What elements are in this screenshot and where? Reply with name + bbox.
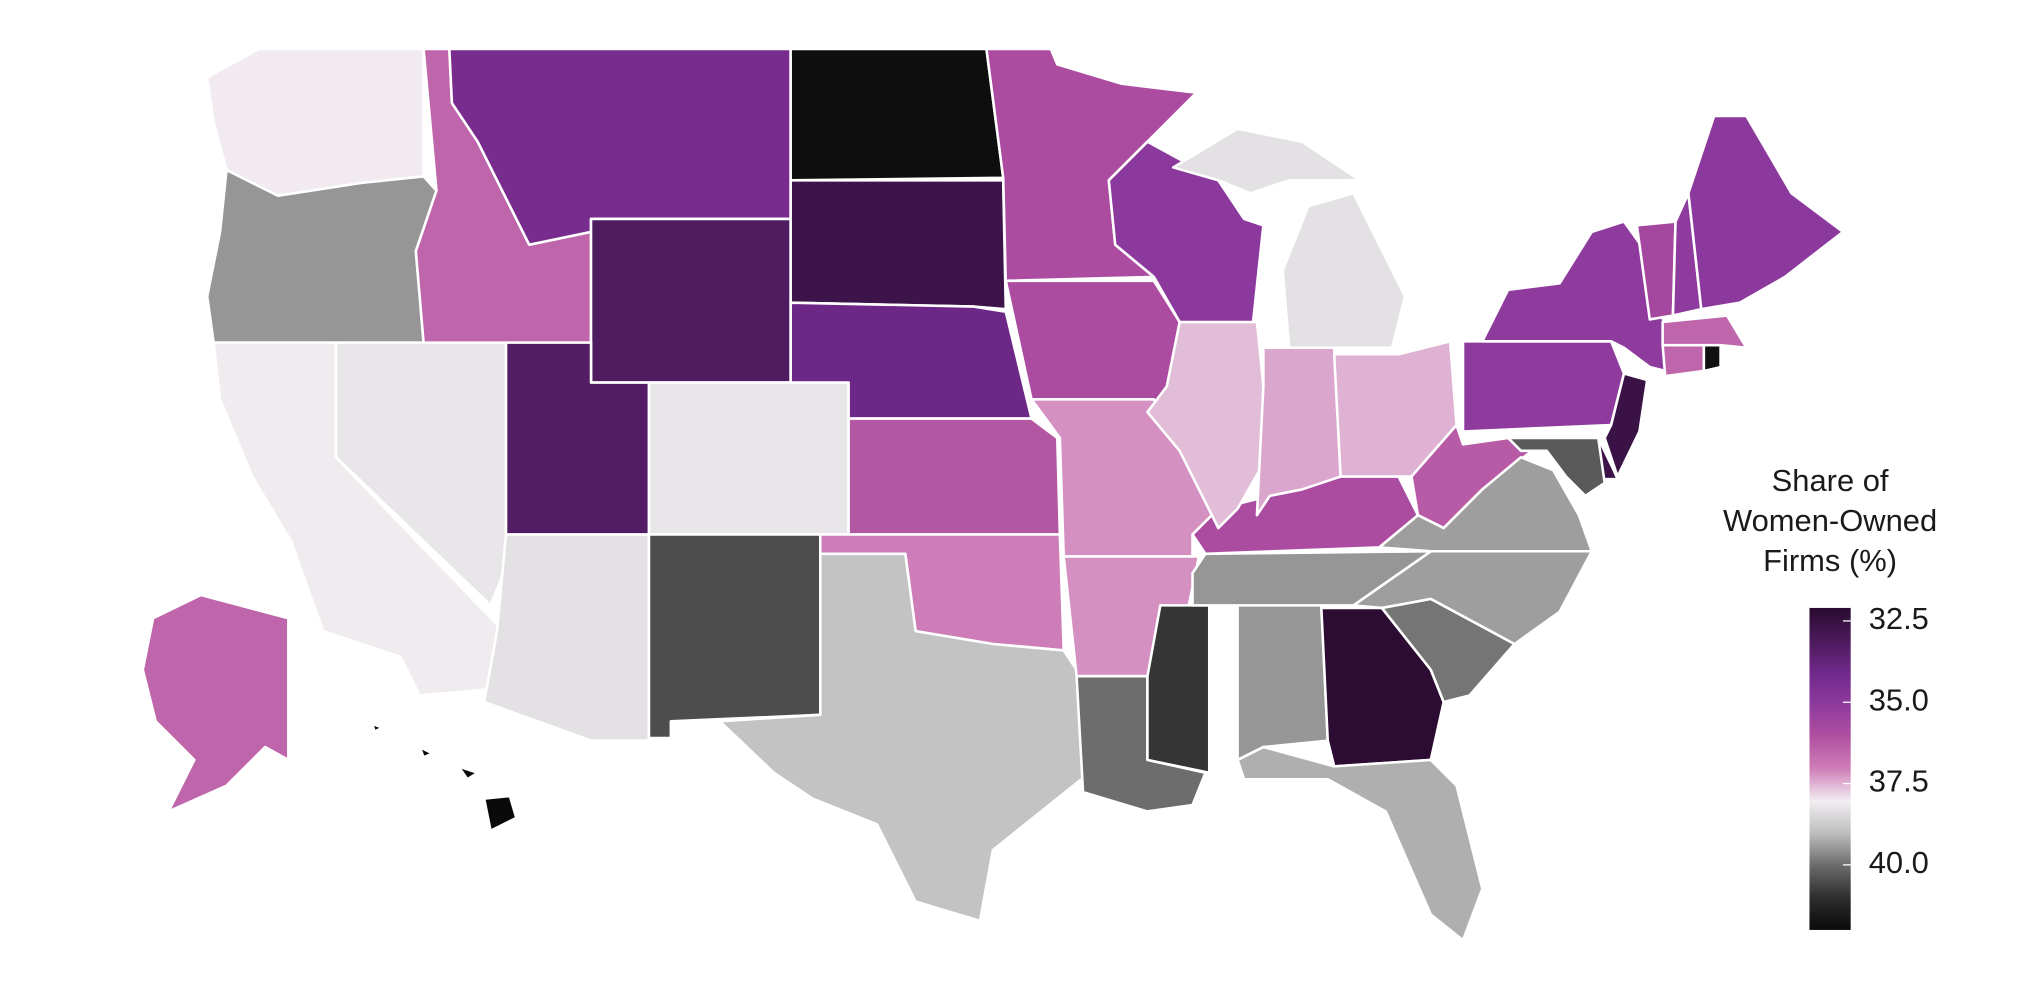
state bbox=[1687, 114, 1845, 311]
state bbox=[1661, 343, 1706, 378]
state bbox=[205, 47, 425, 198]
state bbox=[1661, 314, 1748, 350]
state bbox=[1004, 279, 1181, 408]
legend-tick-label: 37.5 bbox=[1869, 764, 1929, 799]
state bbox=[1146, 604, 1211, 775]
legend-tick-label: 35.0 bbox=[1869, 682, 1929, 717]
state bbox=[789, 179, 1008, 311]
state bbox=[1171, 127, 1407, 350]
state bbox=[789, 47, 1005, 182]
state bbox=[482, 533, 651, 742]
legend-title: Share of bbox=[1772, 463, 1889, 498]
state bbox=[1191, 549, 1433, 607]
state bbox=[1236, 601, 1330, 762]
map-root: Share of Women-Owned Firms (%) 32.5 35.0 37.5… bbox=[141, 47, 1937, 942]
state bbox=[647, 381, 850, 536]
state bbox=[1506, 436, 1606, 498]
state bbox=[370, 722, 518, 833]
state bbox=[1236, 745, 1484, 942]
state bbox=[847, 417, 1062, 536]
legend-title: Firms (%) bbox=[1763, 543, 1897, 578]
legend-tick-label: 32.5 bbox=[1869, 601, 1929, 636]
legend-title: Women-Owned bbox=[1723, 503, 1937, 538]
state bbox=[205, 168, 438, 344]
state bbox=[718, 552, 1091, 923]
state bbox=[647, 533, 822, 740]
state bbox=[1461, 340, 1626, 433]
state bbox=[1702, 343, 1722, 373]
state bbox=[1146, 320, 1265, 530]
state bbox=[141, 593, 290, 813]
state bbox=[1377, 455, 1594, 553]
colorbar bbox=[1809, 607, 1851, 930]
legend-tick-label: 40.0 bbox=[1869, 845, 1929, 880]
state bbox=[589, 217, 792, 384]
